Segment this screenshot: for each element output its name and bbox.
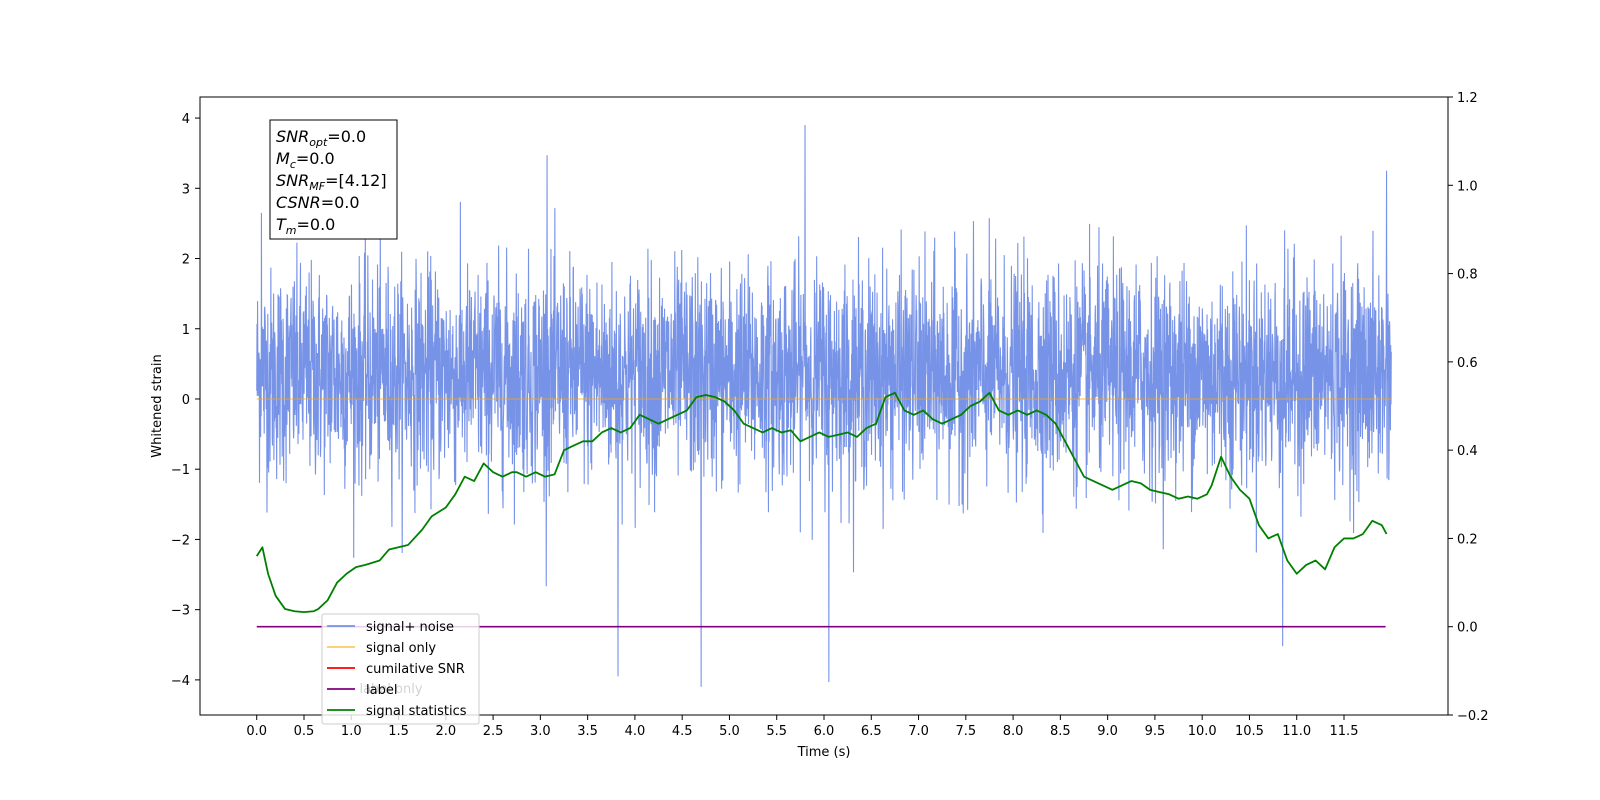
series-signal-statistics-line (255, 391, 1388, 614)
y-left-tick-label: 3 (182, 182, 190, 197)
y-left-tick-label: 1 (182, 323, 190, 338)
x-tick-label: 1.0 (341, 724, 362, 739)
annotation-line: Tm=0.0 (276, 215, 335, 237)
x-tick-label: 2.0 (435, 724, 456, 739)
x-tick-label: 6.0 (814, 724, 835, 739)
y-left-tick-label: 2 (182, 253, 190, 268)
y-right-tick-label: 0.6 (1457, 356, 1478, 371)
x-tick-label: 4.5 (672, 724, 693, 739)
y-left-tick-label: −4 (171, 674, 190, 689)
y-right-tick-label: −0.2 (1457, 709, 1489, 724)
x-tick-label: 5.0 (719, 724, 740, 739)
x-tick-label: 1.5 (388, 724, 409, 739)
noise-series-layer (256, 125, 1392, 687)
annotation-line: CSNR=0.0 (276, 193, 360, 212)
annotation-line: SNRMF=[4.12] (276, 171, 387, 193)
y-left-tick-label: −3 (171, 604, 190, 619)
y-right-tick-label: 0.8 (1457, 268, 1478, 283)
x-tick-label: 5.5 (766, 724, 787, 739)
annotation-frame (269, 119, 398, 240)
x-tick-label: 9.5 (1145, 724, 1166, 739)
x-tick-label: 10.0 (1188, 724, 1217, 739)
annotation-line: Mc=0.0 (276, 149, 335, 171)
x-tick-label: 11.5 (1330, 724, 1359, 739)
x-tick-label: 7.5 (955, 724, 976, 739)
y-left-tick-label: 0 (182, 393, 190, 408)
x-tick-label: 8.5 (1050, 724, 1071, 739)
axes-layer: 0.0 0.5 1.0 1.5 2.0 2.5 3.0 3.5 4.0 4.5 5.0 5.5 6.0 6… (150, 91, 1489, 760)
x-tick-label: 0.5 (294, 724, 315, 739)
series-signal-noise-line (256, 125, 1392, 687)
x-tick-label: 2.5 (483, 724, 504, 739)
y-right-tick-label: 0.4 (1457, 444, 1478, 459)
y-right-tick-label: 1.0 (1457, 179, 1478, 194)
x-tick-label: 9.0 (1097, 724, 1118, 739)
y-right-tick-label: 1.2 (1457, 91, 1478, 106)
y-left-tick-label: 4 (182, 112, 190, 127)
y-right-tick-label: 0.0 (1457, 621, 1478, 636)
y-right-tick-label: 0.2 (1457, 532, 1478, 547)
y-left-tick-label: −1 (171, 463, 190, 478)
x-tick-label: 0.0 (246, 724, 267, 739)
annotation-line: SNRopt=0.0 (276, 127, 366, 149)
x-tick-label: 6.5 (861, 724, 882, 739)
x-tick-label: 3.5 (577, 724, 598, 739)
x-tick-label: 8.0 (1003, 724, 1024, 739)
x-axis-title: Time (s) (797, 745, 851, 760)
x-tick-label: 10.5 (1235, 724, 1264, 739)
legend-label: signal+ noise (366, 620, 454, 635)
y-left-tick-label: −2 (171, 533, 190, 548)
x-tick-label: 4.0 (625, 724, 646, 739)
legend-label: label (366, 683, 397, 698)
x-tick-label: 11.0 (1282, 724, 1311, 739)
legend-label: signal only (366, 641, 436, 656)
x-tick-label: 7.0 (908, 724, 929, 739)
y-axis-title: Whitened strain (150, 354, 165, 457)
legend-label: signal statistics (366, 704, 467, 719)
x-tick-label: 3.0 (530, 724, 551, 739)
legend-frame (321, 613, 480, 725)
legend-label: cumilative SNR (366, 662, 465, 677)
